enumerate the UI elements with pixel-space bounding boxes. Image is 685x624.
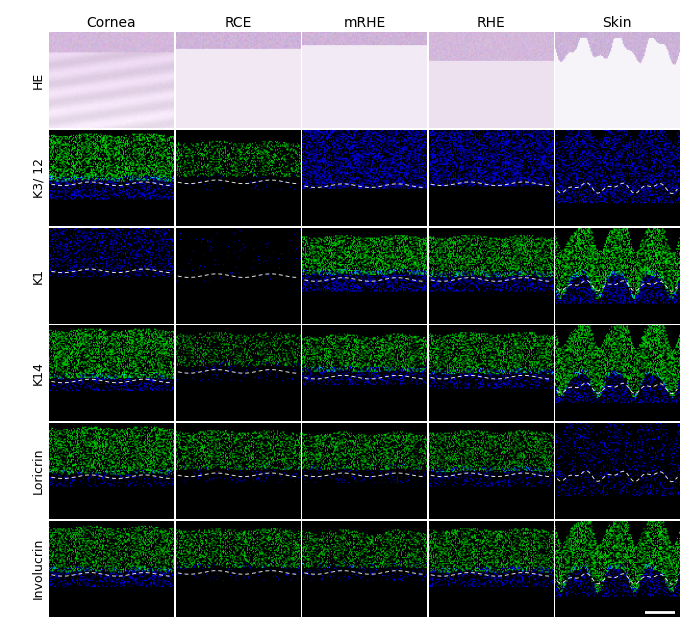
Text: mRHE: mRHE [343, 16, 386, 30]
Text: Loricrin: Loricrin [32, 447, 45, 494]
Text: Cornea: Cornea [87, 16, 136, 30]
Text: K1: K1 [32, 268, 45, 284]
Text: K3/ 12: K3/ 12 [32, 158, 45, 198]
Text: K14: K14 [32, 361, 45, 385]
Text: Involucrin: Involucrin [32, 538, 45, 599]
Text: Skin: Skin [603, 16, 632, 30]
Text: RHE: RHE [477, 16, 506, 30]
Text: RCE: RCE [224, 16, 251, 30]
Text: HE: HE [32, 72, 45, 89]
